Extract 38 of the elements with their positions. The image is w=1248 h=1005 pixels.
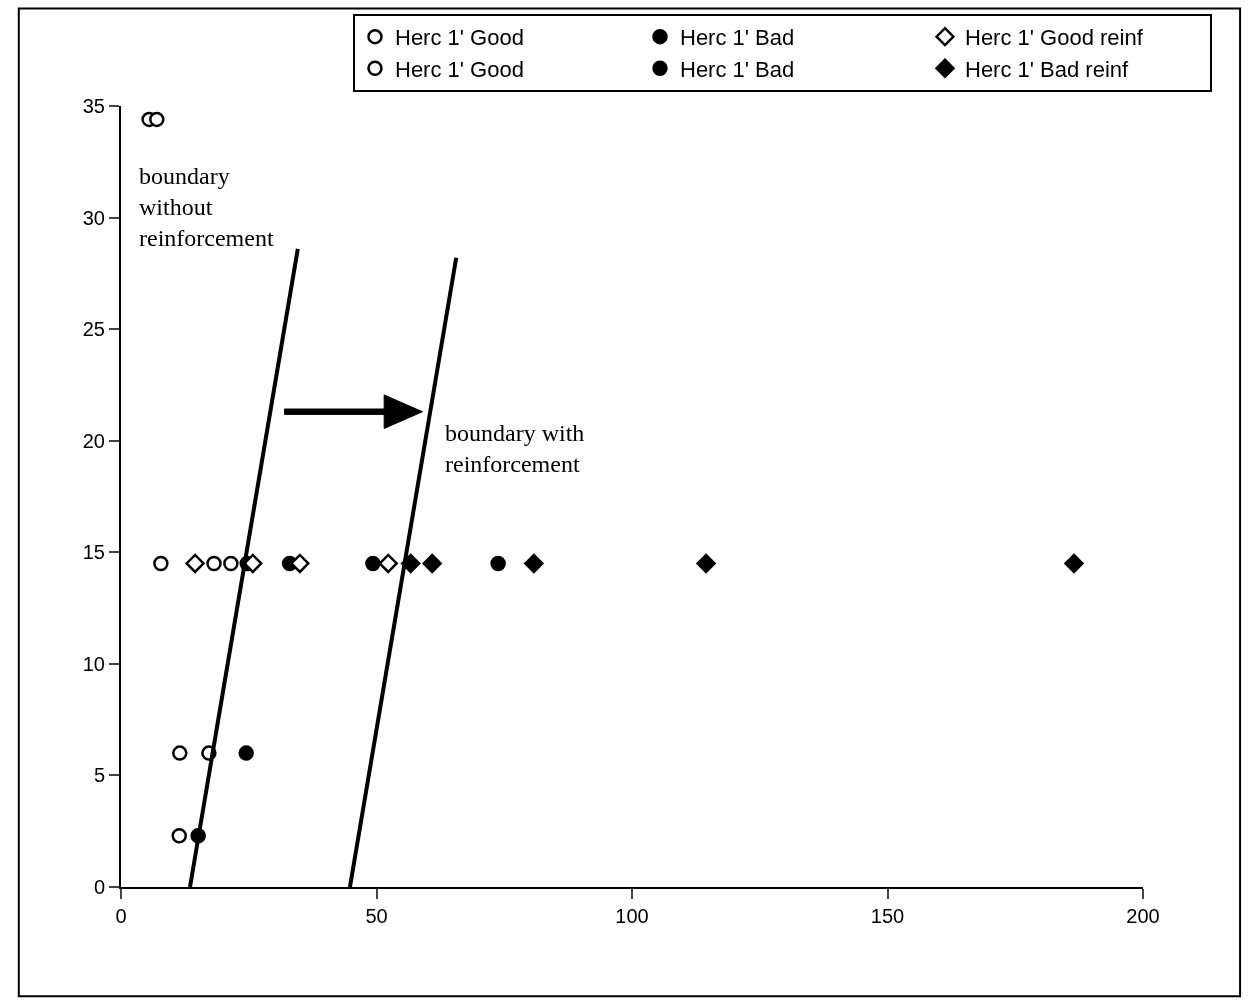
point (206, 555, 222, 572)
x-tick-label: 200 (1126, 905, 1160, 927)
y-tick-label: 25 (82, 318, 105, 341)
x-tick-label: 0 (115, 905, 127, 927)
x-tick-label: 50 (365, 905, 388, 927)
point (171, 827, 187, 844)
y-tick-label: 15 (82, 541, 105, 564)
point (1064, 553, 1084, 574)
y-tick-label: 5 (93, 764, 105, 787)
point (365, 555, 381, 572)
legend-label: Herc 1' Bad (679, 25, 795, 51)
point (243, 553, 263, 574)
legend-label: Herc 1' Good (394, 56, 524, 82)
legend-label: Herc 1' Good reinf (964, 25, 1144, 51)
point (290, 553, 310, 574)
point (378, 553, 398, 574)
y-tick-label: 0 (93, 876, 105, 898)
point (422, 553, 442, 574)
point (185, 553, 205, 574)
annotation: boundary with reinforcement (445, 420, 585, 478)
legend-label: Herc 1' Bad (679, 56, 795, 82)
y-tick-label: 20 (82, 429, 105, 452)
point (149, 111, 165, 128)
point (223, 555, 239, 572)
point (490, 555, 506, 572)
x-tick-label: 150 (870, 905, 905, 927)
annotation: boundary without reinforcement (139, 163, 274, 252)
point (153, 555, 169, 572)
y-tick-label: 35 (82, 95, 105, 117)
y-tick-label: 30 (82, 206, 105, 229)
x-tick-label: 100 (615, 905, 649, 927)
point (696, 553, 716, 574)
y-tick-label: 10 (82, 652, 105, 675)
legend-label: Herc 1' Good (394, 25, 524, 51)
point (172, 745, 188, 761)
point (238, 745, 254, 761)
point (524, 553, 544, 574)
legend-label: Herc 1' Bad reinf (964, 56, 1130, 82)
